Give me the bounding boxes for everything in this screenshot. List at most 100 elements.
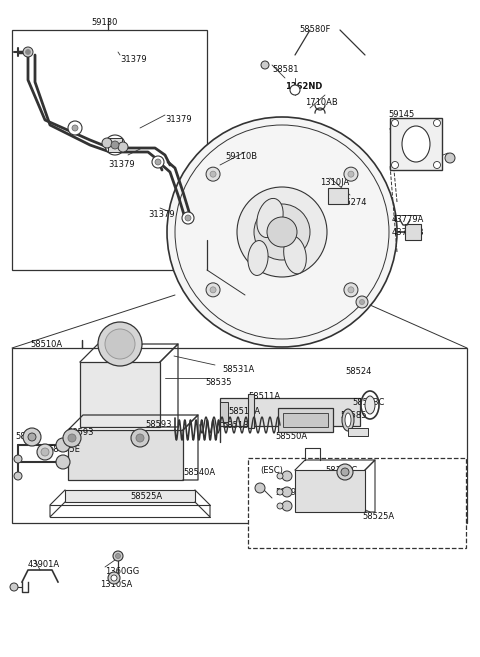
- Text: 58593: 58593: [145, 420, 171, 429]
- Circle shape: [360, 300, 364, 304]
- Circle shape: [267, 217, 297, 247]
- Bar: [12, 30, 207, 270]
- Text: 58540A: 58540A: [183, 468, 215, 477]
- Ellipse shape: [248, 240, 268, 275]
- Circle shape: [433, 162, 441, 168]
- Bar: [405, 224, 421, 240]
- Text: 58125: 58125: [15, 432, 41, 441]
- Circle shape: [282, 501, 292, 511]
- Circle shape: [131, 429, 149, 447]
- Circle shape: [56, 438, 70, 452]
- Text: 59145: 59145: [388, 110, 414, 119]
- Text: 1310JA: 1310JA: [320, 178, 349, 187]
- Circle shape: [105, 135, 125, 155]
- Circle shape: [282, 471, 292, 481]
- Ellipse shape: [284, 236, 306, 274]
- Circle shape: [14, 472, 22, 480]
- Text: 58585: 58585: [340, 411, 367, 420]
- Text: 43777B: 43777B: [392, 228, 425, 237]
- Text: 1339CD: 1339CD: [405, 127, 439, 136]
- Circle shape: [433, 120, 441, 127]
- Text: 58594: 58594: [275, 488, 301, 497]
- Bar: [295, 470, 365, 512]
- Bar: [80, 362, 160, 427]
- Bar: [348, 428, 368, 436]
- Bar: [220, 402, 228, 422]
- Circle shape: [63, 429, 81, 447]
- Circle shape: [14, 455, 22, 463]
- Circle shape: [255, 483, 265, 493]
- Text: 1310SA: 1310SA: [100, 580, 132, 589]
- Circle shape: [254, 204, 310, 260]
- Text: 59110B: 59110B: [225, 152, 257, 161]
- Circle shape: [185, 215, 191, 221]
- Text: 58514A: 58514A: [228, 407, 260, 416]
- Bar: [248, 458, 466, 548]
- Circle shape: [210, 171, 216, 177]
- Circle shape: [113, 551, 123, 561]
- Bar: [108, 138, 122, 152]
- Circle shape: [68, 121, 82, 135]
- Circle shape: [282, 487, 292, 497]
- Text: 58531A: 58531A: [222, 365, 254, 374]
- Circle shape: [290, 85, 300, 95]
- Circle shape: [261, 61, 269, 69]
- Circle shape: [344, 283, 358, 297]
- Bar: [328, 188, 348, 204]
- Circle shape: [344, 167, 358, 181]
- Bar: [278, 408, 333, 432]
- Circle shape: [155, 159, 161, 165]
- Circle shape: [37, 444, 53, 460]
- Bar: [220, 398, 360, 426]
- Text: 58511A: 58511A: [248, 392, 280, 401]
- Circle shape: [392, 162, 398, 168]
- Text: 58525A: 58525A: [362, 512, 394, 521]
- Bar: [248, 394, 254, 428]
- Circle shape: [337, 464, 353, 480]
- Text: 31379: 31379: [165, 115, 192, 124]
- Circle shape: [167, 117, 397, 347]
- Circle shape: [23, 428, 41, 446]
- Circle shape: [341, 468, 349, 476]
- Circle shape: [237, 187, 327, 277]
- Text: 1362ND: 1362ND: [285, 82, 323, 91]
- Circle shape: [136, 434, 144, 442]
- Text: (ESC): (ESC): [260, 466, 283, 475]
- Bar: [12, 348, 467, 523]
- Circle shape: [25, 49, 31, 55]
- Circle shape: [348, 171, 354, 177]
- Circle shape: [277, 489, 283, 495]
- Text: 43779A: 43779A: [392, 215, 424, 224]
- Circle shape: [210, 287, 216, 293]
- Text: 31379: 31379: [120, 55, 146, 64]
- Circle shape: [111, 141, 119, 149]
- Circle shape: [206, 283, 220, 297]
- Text: 31379: 31379: [148, 210, 175, 219]
- Bar: [390, 118, 442, 170]
- Bar: [68, 430, 183, 480]
- Circle shape: [277, 473, 283, 479]
- Circle shape: [72, 125, 78, 131]
- Circle shape: [56, 455, 70, 469]
- Circle shape: [277, 503, 283, 509]
- Text: 58513: 58513: [222, 421, 249, 430]
- Text: 58581: 58581: [272, 65, 299, 74]
- Circle shape: [28, 433, 36, 441]
- Circle shape: [98, 322, 142, 366]
- Text: 43901A: 43901A: [28, 560, 60, 569]
- Text: 1360GG: 1360GG: [105, 567, 139, 576]
- Text: 58523C: 58523C: [352, 398, 384, 407]
- Circle shape: [445, 153, 455, 163]
- Circle shape: [68, 434, 76, 442]
- Circle shape: [111, 575, 117, 581]
- Text: 58525A: 58525A: [130, 492, 162, 501]
- Text: 1710AB: 1710AB: [305, 98, 338, 107]
- Circle shape: [116, 553, 120, 558]
- Ellipse shape: [345, 413, 351, 427]
- Ellipse shape: [257, 198, 283, 238]
- Circle shape: [182, 212, 194, 224]
- Circle shape: [108, 572, 120, 584]
- Circle shape: [41, 448, 49, 456]
- Bar: [283, 413, 328, 427]
- Text: 59130: 59130: [92, 18, 118, 27]
